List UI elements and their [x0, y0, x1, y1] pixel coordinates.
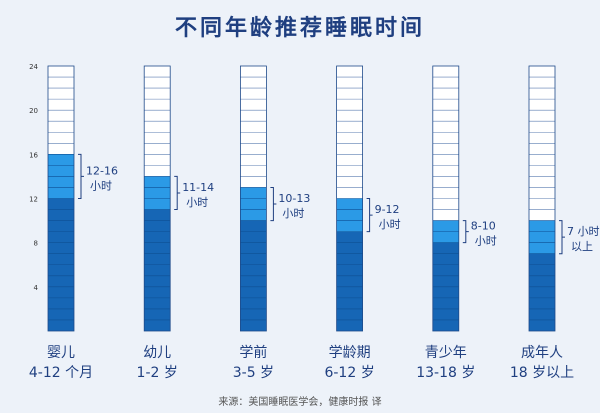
bar-range-part: [529, 220, 555, 254]
age-label: 4-12 个月: [29, 365, 93, 381]
age-label: 3-5 岁: [233, 365, 274, 381]
range-bracket: [366, 198, 373, 233]
category-label: 学前: [239, 344, 267, 361]
range-bracket: [559, 220, 565, 255]
bar-base-part: [529, 253, 555, 331]
range-bracket: [174, 175, 181, 211]
range-label-line1: 11-14: [182, 181, 214, 194]
category-label: 婴儿: [47, 345, 75, 361]
bar-range-part: [240, 187, 267, 221]
category-label: 成年人: [521, 345, 563, 361]
range-label-line1: 7 小时: [567, 225, 600, 238]
range-label-line2: 小时: [379, 218, 401, 231]
bar-range-part: [144, 176, 171, 210]
bar-outline: [528, 65, 556, 332]
bar-base-part: [144, 209, 171, 331]
bar-5: [432, 65, 460, 332]
bar-1: [47, 65, 75, 332]
bar-4: [336, 65, 364, 332]
bar-outline: [143, 65, 171, 332]
range-label-line2: 以上: [571, 240, 593, 253]
bar-outline: [432, 65, 460, 332]
category-label: 幼儿: [143, 345, 171, 361]
y-axis-ticks: 4 8 12 16 20 24: [29, 63, 38, 292]
range-label-line2: 小时: [282, 207, 304, 220]
bars-group: [47, 65, 556, 332]
age-label: 18 岁以上: [510, 365, 574, 381]
chart-title: 不同年龄推荐睡眠时间: [174, 16, 425, 41]
age-label: 13-18 岁: [416, 365, 475, 381]
age-label: 1-2 岁: [137, 365, 178, 381]
bar-range-part: [336, 198, 363, 232]
bar-outline: [239, 65, 267, 332]
y-tick-label: 24: [29, 63, 38, 71]
bar-outline: [47, 65, 75, 332]
range-bracket: [462, 220, 469, 244]
bar-outline: [336, 65, 364, 332]
range-bracket: [270, 186, 277, 222]
y-tick-label: 4: [34, 284, 39, 292]
bar-6: [528, 65, 556, 332]
category-label: 青少年: [425, 345, 467, 361]
category-label: 学龄期: [329, 345, 371, 361]
bar-3: [239, 65, 267, 332]
range-label-line1: 8-10: [471, 220, 496, 233]
range-bracket: [78, 153, 84, 199]
bar-base-part: [336, 231, 363, 331]
range-label-line2: 小时: [186, 196, 208, 209]
range-label-line1: 9-12: [375, 203, 400, 216]
range-label-line1: 12-16: [86, 164, 118, 177]
range-label-line1: 10-13: [278, 192, 310, 205]
range-label-line2: 小时: [475, 235, 497, 248]
source-note: 来源：美国睡眠医学会，健康时报 译: [218, 397, 382, 408]
y-tick-label: 12: [29, 196, 38, 204]
y-tick-label: 16: [29, 151, 38, 159]
bar-empty-part: [240, 66, 267, 188]
range-label-line2: 小时: [90, 179, 112, 192]
bar-2: [143, 65, 171, 332]
y-tick-label: 8: [34, 240, 38, 248]
age-label: 6-12 岁: [324, 365, 374, 381]
y-tick-label: 20: [29, 107, 38, 115]
